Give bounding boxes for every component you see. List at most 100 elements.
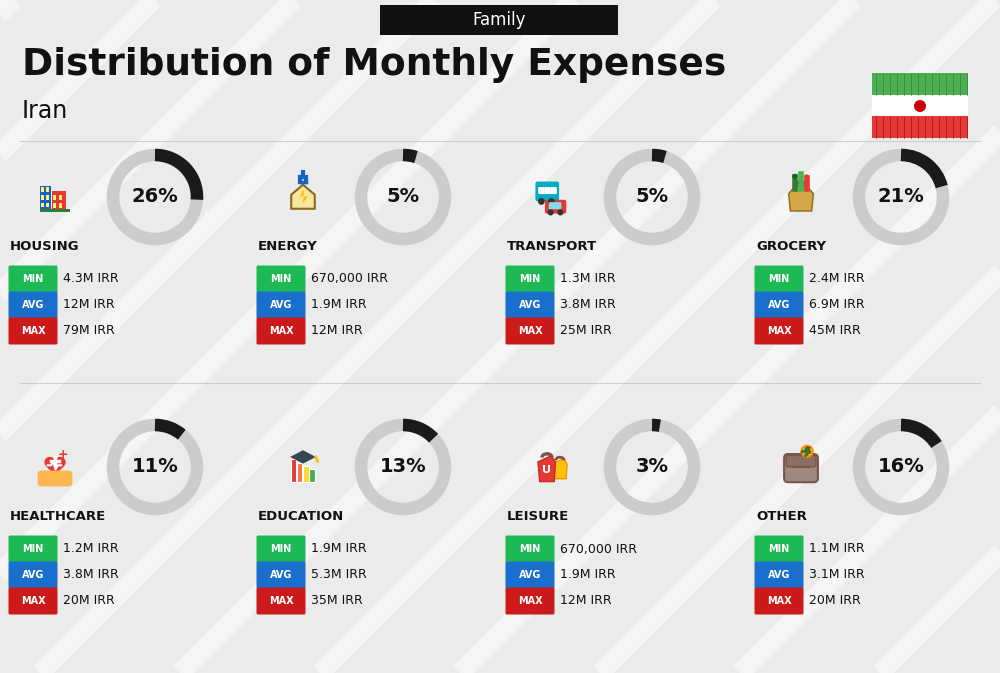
Text: GROCERY: GROCERY (756, 240, 826, 254)
Text: EDUCATION: EDUCATION (258, 511, 344, 524)
Polygon shape (290, 450, 316, 464)
FancyBboxPatch shape (41, 188, 44, 192)
Text: 5.3M IRR: 5.3M IRR (311, 569, 367, 581)
Text: 12M IRR: 12M IRR (63, 299, 115, 312)
FancyBboxPatch shape (40, 209, 70, 211)
Text: MAX: MAX (269, 326, 293, 336)
FancyBboxPatch shape (535, 182, 559, 201)
Text: MAX: MAX (21, 596, 45, 606)
Text: MAX: MAX (518, 326, 542, 336)
FancyBboxPatch shape (8, 536, 57, 563)
FancyBboxPatch shape (8, 588, 57, 614)
Circle shape (802, 446, 813, 457)
FancyBboxPatch shape (59, 475, 67, 485)
Polygon shape (538, 456, 555, 482)
Text: LEISURE: LEISURE (507, 511, 569, 524)
Text: Family: Family (472, 11, 526, 29)
Text: 12M IRR: 12M IRR (560, 594, 612, 608)
Text: 20M IRR: 20M IRR (809, 594, 861, 608)
Text: MAX: MAX (767, 596, 791, 606)
Text: 670,000 IRR: 670,000 IRR (560, 542, 637, 555)
FancyBboxPatch shape (755, 536, 804, 563)
Text: MIN: MIN (22, 544, 44, 554)
FancyBboxPatch shape (53, 195, 56, 200)
Text: 26%: 26% (132, 188, 178, 207)
FancyBboxPatch shape (8, 318, 57, 345)
Text: 45M IRR: 45M IRR (809, 324, 861, 337)
Text: 16%: 16% (878, 458, 924, 476)
FancyBboxPatch shape (755, 588, 804, 614)
Text: MIN: MIN (768, 274, 790, 284)
FancyBboxPatch shape (256, 318, 306, 345)
FancyBboxPatch shape (48, 475, 55, 485)
FancyBboxPatch shape (538, 187, 545, 194)
FancyBboxPatch shape (54, 475, 61, 485)
Text: 1.3M IRR: 1.3M IRR (560, 273, 616, 285)
Text: 1.9M IRR: 1.9M IRR (311, 299, 367, 312)
Circle shape (914, 100, 926, 112)
Text: AVG: AVG (22, 300, 44, 310)
Text: 3.1M IRR: 3.1M IRR (809, 569, 865, 581)
Polygon shape (300, 189, 308, 205)
FancyBboxPatch shape (291, 459, 296, 482)
FancyBboxPatch shape (786, 456, 816, 467)
FancyBboxPatch shape (256, 561, 306, 588)
FancyBboxPatch shape (59, 195, 62, 200)
FancyBboxPatch shape (8, 561, 57, 588)
FancyBboxPatch shape (755, 318, 804, 345)
FancyBboxPatch shape (872, 116, 968, 138)
Text: U: U (542, 465, 551, 474)
Text: Iran: Iran (22, 99, 68, 123)
Text: TRANSPORT: TRANSPORT (507, 240, 597, 254)
Text: 21%: 21% (878, 188, 924, 207)
Polygon shape (551, 458, 567, 479)
Text: 6.9M IRR: 6.9M IRR (809, 299, 865, 312)
FancyBboxPatch shape (545, 200, 566, 213)
Text: 79M IRR: 79M IRR (63, 324, 115, 337)
FancyBboxPatch shape (506, 588, 554, 614)
FancyBboxPatch shape (309, 469, 315, 482)
FancyBboxPatch shape (46, 203, 49, 207)
FancyBboxPatch shape (301, 452, 305, 457)
Text: 5%: 5% (386, 188, 420, 207)
Text: HEALTHCARE: HEALTHCARE (10, 511, 106, 524)
Text: MIN: MIN (270, 274, 292, 284)
FancyBboxPatch shape (41, 203, 44, 207)
Circle shape (548, 209, 554, 215)
Text: 1.1M IRR: 1.1M IRR (809, 542, 865, 555)
Text: MAX: MAX (21, 326, 45, 336)
Text: MAX: MAX (767, 326, 791, 336)
FancyBboxPatch shape (872, 96, 968, 116)
FancyBboxPatch shape (303, 466, 309, 482)
Text: AVG: AVG (270, 570, 292, 580)
Text: Distribution of Monthly Expenses: Distribution of Monthly Expenses (22, 47, 726, 83)
Text: $: $ (803, 446, 811, 456)
Polygon shape (44, 457, 66, 476)
Text: 1.9M IRR: 1.9M IRR (560, 569, 616, 581)
FancyBboxPatch shape (8, 291, 57, 318)
Text: 1.9M IRR: 1.9M IRR (311, 542, 367, 555)
FancyBboxPatch shape (506, 561, 554, 588)
Circle shape (557, 209, 563, 215)
FancyBboxPatch shape (549, 202, 561, 209)
Text: AVG: AVG (768, 300, 790, 310)
FancyBboxPatch shape (550, 187, 557, 194)
Text: AVG: AVG (270, 300, 292, 310)
FancyBboxPatch shape (256, 266, 306, 293)
FancyBboxPatch shape (506, 318, 554, 345)
FancyBboxPatch shape (784, 454, 818, 482)
Text: AVG: AVG (519, 570, 541, 580)
FancyBboxPatch shape (506, 266, 554, 293)
FancyBboxPatch shape (380, 5, 618, 35)
FancyBboxPatch shape (297, 462, 302, 482)
Text: ENERGY: ENERGY (258, 240, 318, 254)
FancyBboxPatch shape (506, 291, 554, 318)
Text: 12M IRR: 12M IRR (311, 324, 363, 337)
Text: 3.8M IRR: 3.8M IRR (63, 569, 119, 581)
Text: 4.3M IRR: 4.3M IRR (63, 273, 119, 285)
Text: MAX: MAX (269, 596, 293, 606)
Text: MIN: MIN (270, 544, 292, 554)
Text: 5%: 5% (635, 188, 669, 207)
Circle shape (548, 198, 555, 205)
Polygon shape (291, 184, 315, 209)
